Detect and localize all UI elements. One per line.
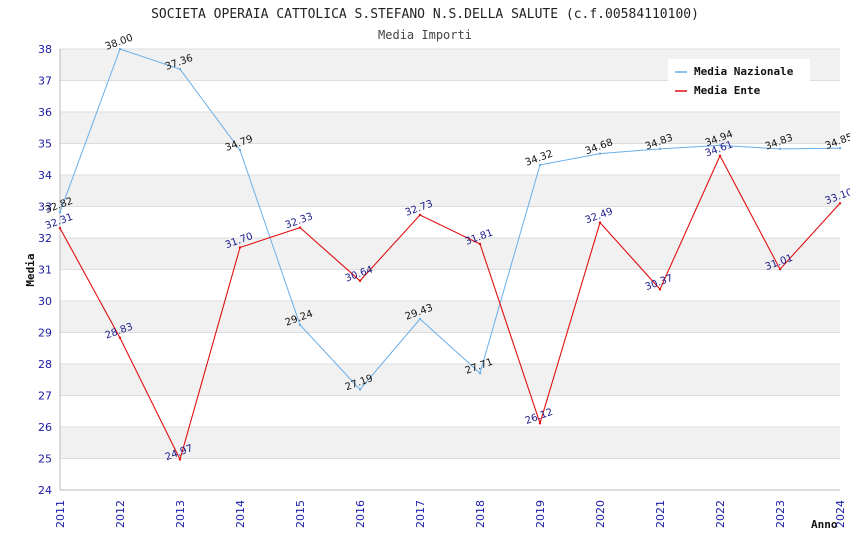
data-point-media-ente [778,267,782,271]
data-point-media-nazionale [298,323,302,327]
data-point-media-nazionale [358,388,362,391]
y-tick-label: 25 [38,453,52,466]
data-point-media-ente [178,458,182,461]
y-tick-label: 38 [38,43,52,56]
data-point-media-ente [58,227,62,230]
legend-box [668,59,810,104]
series-line-media-ente [59,154,841,461]
y-tick-label: 26 [38,421,52,434]
x-tick-label: 2011 [54,500,67,528]
data-point-media-nazionale [538,163,542,167]
grid-band [60,364,840,396]
data-point-media-ente [658,288,662,291]
data-point-media-nazionale [418,317,422,321]
chart-title: SOCIETA OPERAIA CATTOLICA S.STEFANO N.S.… [151,7,699,22]
y-tick-label: 30 [38,295,52,308]
x-tick-label: 2013 [174,500,187,528]
y-tick-label: 33 [38,201,52,214]
y-tick-label: 31 [38,264,52,277]
data-point-media-ente [478,242,482,246]
y-tick-label: 34 [38,169,52,182]
chart-subtitle: Media Importi [378,28,472,42]
data-point-media-nazionale [778,147,782,151]
x-axis-title: Anno [811,518,838,531]
data-point-media-nazionale [478,371,482,375]
data-point-media-nazionale [658,147,662,151]
legend-label-media-nazionale: Media Nazionale [694,65,794,78]
y-tick-label: 29 [38,327,52,340]
x-tick-label: 2021 [654,500,667,528]
y-axis-title: Media [24,253,37,286]
x-tick-label: 2018 [474,500,487,528]
data-point-media-nazionale [118,47,122,51]
series-line-media-nazionale [59,48,841,391]
data-point-media-ente [358,279,362,283]
y-tick-label: 32 [38,232,52,245]
data-point-media-ente [298,226,302,229]
grid-band [60,427,840,459]
x-tick-label: 2017 [414,500,427,528]
grid-band [60,238,840,270]
x-tick-label: 2015 [294,500,307,528]
x-tick-label: 2024 [834,500,847,528]
data-point-media-nazionale [178,67,182,71]
data-point-media-ente [538,422,542,425]
data-point-media-ente [838,202,842,205]
data-point-media-ente [418,213,422,217]
y-axis-ticks: 24 25 26 27 28 29 30 31 32 33 34 35 36 37 38 [38,43,52,497]
legend-label-media-ente: Media Ente [694,84,761,97]
y-tick-label: 36 [38,106,52,119]
plot-background-bands [60,49,840,459]
x-axis-ticks: 2011 2012 2013 2014 2015 2016 2017 2018 2019 2020… [54,500,847,528]
data-point-media-nazionale [238,148,242,152]
y-tick-label: 24 [38,484,52,497]
data-point-media-ente [718,154,722,157]
x-tick-label: 2016 [354,500,367,528]
data-point-media-nazionale [598,152,602,155]
data-point-media-ente [598,221,602,224]
data-point-media-ente [238,246,242,249]
y-tick-label: 37 [38,75,52,88]
x-tick-label: 2022 [714,500,727,528]
data-point-media-nazionale [838,147,842,150]
grid-band [60,175,840,207]
x-tick-label: 2023 [774,500,787,528]
legend: Media Nazionale Media Ente [668,59,810,104]
data-point-media-ente [118,336,122,340]
x-tick-label: 2014 [234,500,247,528]
x-tick-label: 2020 [594,500,607,528]
x-tick-label: 2012 [114,500,127,528]
grid-band [60,301,840,333]
x-tick-label: 2019 [534,500,547,528]
data-point-media-nazionale [718,144,722,147]
y-tick-label: 35 [38,138,52,151]
y-tick-label: 28 [38,358,52,371]
data-point-media-nazionale [58,210,62,214]
grid-band [60,112,840,144]
y-tick-label: 27 [38,390,52,403]
